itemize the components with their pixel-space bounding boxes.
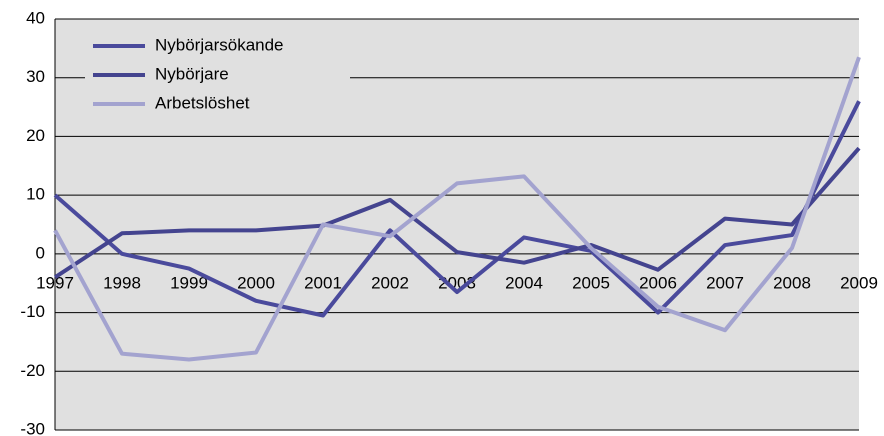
series-line <box>53 146 861 280</box>
x-tick-label: 2009 <box>840 273 878 292</box>
y-tick-label: 0 <box>36 243 45 262</box>
y-tick-label: 20 <box>26 126 45 145</box>
y-tick-label: 30 <box>26 67 45 86</box>
y-tick-label: -10 <box>20 302 45 321</box>
legend-label: Arbetslöshet <box>155 93 250 112</box>
series-line <box>53 100 861 318</box>
x-tick-label: 1997 <box>36 273 74 292</box>
series-line <box>53 56 861 362</box>
y-tick-label: 40 <box>26 8 45 27</box>
y-tick-label: -30 <box>20 419 45 436</box>
x-tick-label: 2003 <box>438 273 476 292</box>
x-tick-label: 2002 <box>371 273 409 292</box>
legend-label: Nybörjarsökande <box>155 35 284 54</box>
x-tick-label: 2001 <box>304 273 342 292</box>
x-tick-label: 2006 <box>639 273 677 292</box>
y-tick-label: 10 <box>26 185 45 204</box>
x-tick-label: 2005 <box>572 273 610 292</box>
y-tick-label: -20 <box>20 361 45 380</box>
x-tick-label: 1999 <box>170 273 208 292</box>
x-tick-label: 2000 <box>237 273 275 292</box>
x-tick-label: 2008 <box>773 273 811 292</box>
x-tick-label: 2004 <box>505 273 543 292</box>
legend-label: Nybörjare <box>155 64 229 83</box>
x-tick-label: 1998 <box>103 273 141 292</box>
x-tick-label: 2007 <box>706 273 744 292</box>
